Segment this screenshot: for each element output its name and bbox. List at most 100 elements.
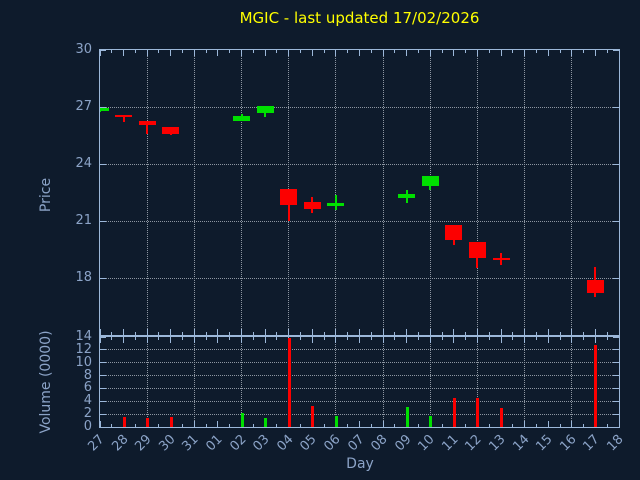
x-tick-minor xyxy=(300,332,302,335)
volume-tick-label: 8 xyxy=(83,367,92,383)
x-tick-major xyxy=(264,50,266,56)
x-tick-major xyxy=(335,329,337,335)
x-tick-major xyxy=(524,329,526,335)
candle-body-down xyxy=(468,241,486,259)
x-tick-major xyxy=(100,337,101,343)
x-tick-major xyxy=(500,50,502,56)
x-tick-major xyxy=(100,421,101,427)
x-tick-major xyxy=(571,329,573,335)
vertical-gridline xyxy=(241,337,243,427)
x-tick-major xyxy=(123,50,125,56)
x-tick-minor xyxy=(347,424,349,427)
x-tick-minor xyxy=(535,424,537,427)
y-tick-left xyxy=(100,220,106,222)
x-tick-major xyxy=(146,50,148,56)
x-tick-minor xyxy=(323,332,325,335)
horizontal-gridline xyxy=(100,220,619,222)
x-tick-major xyxy=(193,337,195,343)
day-tick-label: 29 xyxy=(132,432,155,455)
x-tick-major xyxy=(406,337,408,343)
x-tick-minor xyxy=(370,50,372,53)
volume-bar-down xyxy=(452,398,456,427)
candle-body-up xyxy=(233,115,251,122)
candle-body-down xyxy=(303,202,321,209)
x-tick-minor xyxy=(347,332,349,335)
y-tick-right xyxy=(613,375,619,377)
horizontal-gridline xyxy=(100,106,619,108)
candle-body-up xyxy=(100,107,109,111)
x-tick-major xyxy=(382,50,384,56)
x-tick-minor xyxy=(465,424,467,427)
x-tick-minor xyxy=(134,50,136,53)
x-tick-major xyxy=(429,337,431,343)
candle-body-down xyxy=(445,224,463,240)
x-tick-major xyxy=(406,329,408,335)
x-tick-minor xyxy=(441,332,443,335)
x-tick-minor xyxy=(583,332,585,335)
price-tick-label: 21 xyxy=(75,213,92,228)
volume-bar-down xyxy=(146,418,150,427)
x-tick-major xyxy=(429,50,431,56)
x-tick-major xyxy=(594,337,596,343)
x-tick-minor xyxy=(441,424,443,427)
x-tick-major xyxy=(359,50,360,56)
x-tick-minor xyxy=(252,424,254,427)
price-tick-label: 27 xyxy=(75,99,92,114)
volume-tick-label: 14 xyxy=(75,329,92,344)
x-tick-major xyxy=(429,329,431,335)
x-tick-minor xyxy=(559,424,561,427)
x-tick-minor xyxy=(488,337,490,340)
x-tick-major xyxy=(217,337,219,343)
volume-tick-label: 10 xyxy=(75,354,92,370)
x-tick-minor xyxy=(583,50,585,53)
x-tick-major xyxy=(170,50,172,56)
day-tick-label: 15 xyxy=(533,432,556,455)
y-tick-left xyxy=(100,413,106,415)
vertical-gridline xyxy=(476,337,478,427)
x-tick-major xyxy=(618,329,619,335)
x-tick-minor xyxy=(182,332,184,335)
x-tick-major xyxy=(453,329,455,335)
x-tick-major xyxy=(476,329,478,335)
x-tick-minor xyxy=(111,424,113,427)
candle-wick xyxy=(287,188,290,221)
vertical-gridline xyxy=(476,50,478,335)
vertical-gridline xyxy=(146,337,148,427)
y-tick-left xyxy=(100,337,106,338)
x-tick-minor xyxy=(417,337,419,340)
x-tick-major xyxy=(382,329,384,335)
vertical-gridline xyxy=(429,50,431,335)
x-tick-minor xyxy=(252,337,254,340)
vertical-gridline xyxy=(193,337,195,427)
x-tick-minor xyxy=(488,332,490,335)
x-tick-minor xyxy=(559,50,561,53)
volume-bar-up xyxy=(429,416,433,427)
x-tick-minor xyxy=(394,424,396,427)
x-tick-major xyxy=(618,50,619,56)
x-tick-minor xyxy=(583,424,585,427)
x-tick-major xyxy=(241,329,243,335)
y-tick-right xyxy=(613,277,619,279)
volume-bar-down xyxy=(287,338,291,427)
x-tick-minor xyxy=(465,337,467,340)
y-tick-right xyxy=(613,163,619,165)
x-tick-minor xyxy=(512,424,514,427)
x-tick-minor xyxy=(347,337,349,340)
x-tick-major xyxy=(264,337,266,343)
x-tick-minor xyxy=(276,332,278,335)
x-tick-major xyxy=(594,50,596,56)
x-tick-minor xyxy=(417,332,419,335)
x-tick-major xyxy=(547,50,549,56)
x-tick-major xyxy=(571,421,573,427)
horizontal-gridline xyxy=(100,413,619,415)
y-tick-left xyxy=(100,50,106,51)
y-tick-left xyxy=(100,387,106,389)
vertical-gridline xyxy=(193,50,195,335)
volume-plot-area xyxy=(99,336,620,428)
x-tick-major xyxy=(547,337,549,343)
y-tick-left xyxy=(100,426,106,427)
x-tick-minor xyxy=(370,332,372,335)
x-tick-minor xyxy=(606,337,608,340)
x-tick-minor xyxy=(512,332,514,335)
